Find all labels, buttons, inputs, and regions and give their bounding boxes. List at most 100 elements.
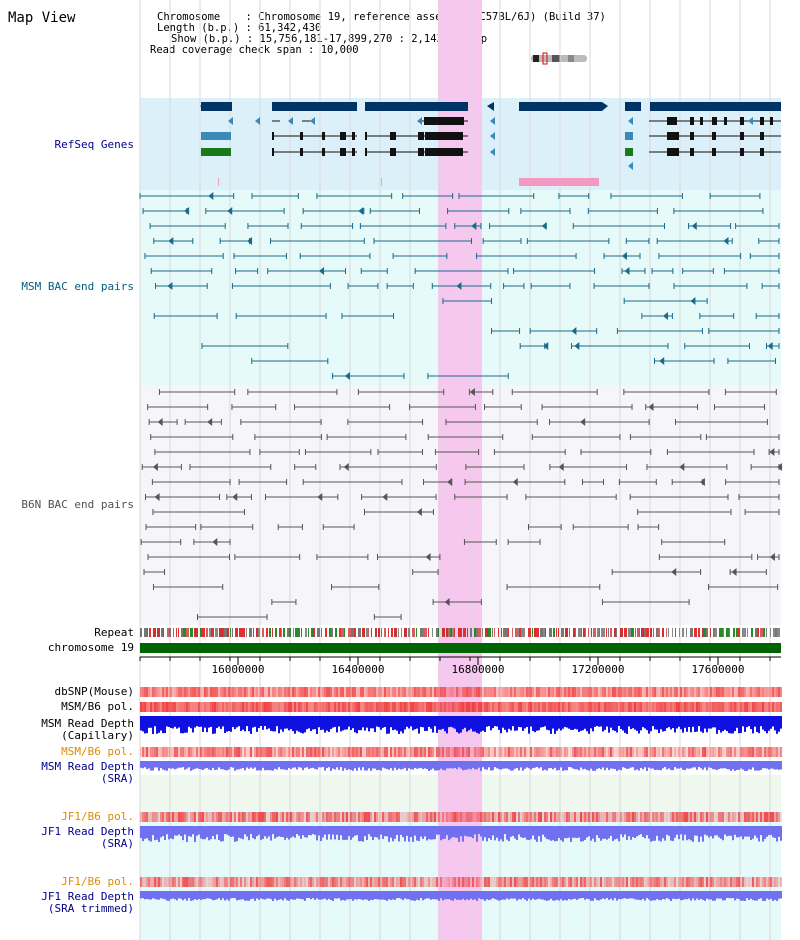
- read-depth-bar: [546, 826, 548, 840]
- read-depth-bar: [490, 761, 492, 771]
- snp-density-cell: [616, 687, 618, 697]
- read-depth-bar: [286, 826, 288, 838]
- snp-density-cell: [370, 747, 372, 757]
- read-depth-bar: [694, 826, 696, 836]
- snp-density-cell: [684, 877, 686, 887]
- snp-density-cell: [174, 687, 176, 697]
- snp-density-cell: [394, 877, 396, 887]
- snp-density-cell: [760, 687, 762, 697]
- snp-density-cell: [686, 747, 688, 757]
- refseq-exon: [425, 148, 463, 156]
- read-depth-bar: [762, 891, 764, 901]
- read-depth-bar: [516, 826, 518, 841]
- read-depth-bar: [654, 891, 656, 901]
- repeat-mark: [488, 628, 491, 637]
- snp-density-cell: [590, 702, 592, 712]
- snp-density-cell: [704, 877, 706, 887]
- snp-density-cell: [196, 812, 198, 822]
- read-depth-bar: [708, 716, 710, 729]
- read-depth-bar: [390, 761, 392, 769]
- snp-density-cell: [510, 702, 512, 712]
- snp-density-cell: [410, 747, 412, 757]
- snp-density-cell: [250, 877, 252, 887]
- snp-density-cell: [216, 812, 218, 822]
- read-depth-bar: [726, 891, 728, 899]
- snp-density-cell: [396, 687, 398, 697]
- snp-density-cell: [588, 877, 590, 887]
- repeat-mark: [368, 628, 369, 637]
- snp-density-cell: [154, 877, 156, 887]
- read-depth-bar: [548, 891, 550, 901]
- read-depth-bar: [500, 826, 502, 840]
- snp-density-cell: [374, 812, 376, 822]
- refseq-gene: [201, 102, 232, 111]
- snp-density-cell: [150, 877, 152, 887]
- read-depth-bar: [518, 826, 520, 835]
- read-depth-bar: [142, 891, 144, 899]
- read-depth-bar: [708, 891, 710, 900]
- read-depth-bar: [738, 716, 740, 734]
- snp-density-cell: [470, 687, 472, 697]
- read-depth-bar: [176, 761, 178, 769]
- refseq-gene: [272, 102, 357, 111]
- snp-density-cell: [526, 702, 528, 712]
- snp-density-cell: [344, 812, 346, 822]
- snp-density-cell: [284, 877, 286, 887]
- read-depth-bar: [536, 716, 538, 731]
- snp-density-cell: [278, 747, 280, 757]
- read-depth-bar: [186, 826, 188, 842]
- snp-density-cell: [534, 877, 536, 887]
- snp-density-cell: [294, 877, 296, 887]
- read-depth-bar: [456, 891, 458, 900]
- refseq-exon: [760, 117, 764, 125]
- read-depth-bar: [484, 716, 486, 732]
- chromosome-ideogram[interactable]: [528, 52, 590, 66]
- read-depth-bar: [394, 761, 396, 768]
- read-depth-bar: [668, 716, 670, 728]
- read-depth-bar: [740, 891, 742, 901]
- snp-density-cell: [756, 812, 758, 822]
- snp-density-cell: [248, 702, 250, 712]
- snp-density-cell: [398, 687, 400, 697]
- read-depth-bar: [194, 891, 196, 900]
- snp-density-cell: [424, 747, 426, 757]
- snp-density-cell: [554, 702, 556, 712]
- read-depth-bar: [242, 761, 244, 769]
- read-depth-bar: [322, 761, 324, 768]
- repeat-mark: [755, 628, 758, 637]
- repeat-mark: [401, 628, 402, 637]
- snp-density-cell: [692, 747, 694, 757]
- snp-density-cell: [514, 812, 516, 822]
- read-depth-bar: [658, 891, 660, 900]
- read-depth-bar: [450, 891, 452, 901]
- snp-density-cell: [438, 687, 440, 697]
- snp-density-cell: [300, 702, 302, 712]
- snp-density-cell: [676, 812, 678, 822]
- repeat-mark: [540, 628, 543, 637]
- read-depth-bar: [442, 761, 444, 770]
- read-depth-bar: [524, 716, 526, 729]
- snp-density-cell: [392, 702, 394, 712]
- snp-density-cell: [540, 877, 542, 887]
- read-depth-bar: [682, 891, 684, 900]
- b6n-bac-pair-arrow: [580, 418, 586, 426]
- snp-density-cell: [630, 747, 632, 757]
- snp-density-cell: [272, 812, 274, 822]
- read-depth-bar: [386, 891, 388, 901]
- snp-density-cell: [758, 812, 760, 822]
- read-depth-bar: [386, 826, 388, 837]
- refseq-exon: [390, 132, 396, 140]
- snp-density-cell: [288, 687, 290, 697]
- snp-density-cell: [524, 877, 526, 887]
- snp-density-cell: [162, 812, 164, 822]
- snp-density-cell: [728, 877, 730, 887]
- snp-density-cell: [152, 747, 154, 757]
- snp-density-cell: [262, 702, 264, 712]
- snp-density-cell: [552, 702, 554, 712]
- snp-density-cell: [384, 687, 386, 697]
- repeat-mark: [149, 628, 151, 637]
- snp-density-cell: [614, 812, 616, 822]
- snp-density-cell: [454, 702, 456, 712]
- read-depth-bar: [612, 826, 614, 842]
